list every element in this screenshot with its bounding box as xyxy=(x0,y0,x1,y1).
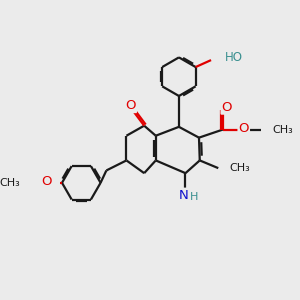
Text: CH₃: CH₃ xyxy=(272,124,293,134)
Text: O: O xyxy=(41,175,51,188)
Text: O: O xyxy=(238,122,249,135)
Text: CH₃: CH₃ xyxy=(229,163,250,173)
Text: CH₃: CH₃ xyxy=(0,178,20,188)
Text: O: O xyxy=(221,101,232,114)
Text: HO: HO xyxy=(225,51,243,64)
Text: O: O xyxy=(125,99,136,112)
Text: H: H xyxy=(190,193,198,202)
Text: N: N xyxy=(179,189,188,202)
